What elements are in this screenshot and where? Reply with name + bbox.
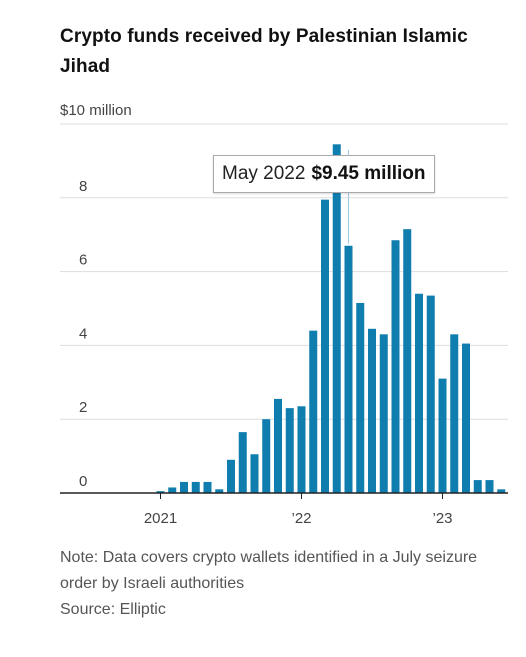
bar	[462, 343, 470, 493]
bar	[215, 489, 224, 493]
bar	[238, 432, 247, 493]
chart-title: Crypto funds received by Palestinian Isl…	[60, 26, 468, 77]
note-text: Note: Data covers crypto wallets identif…	[60, 549, 478, 592]
tooltip-date: May 2022	[222, 163, 306, 184]
source-text: Source: Elliptic	[60, 601, 166, 618]
y-axis-unit-label: $10 million	[60, 102, 132, 119]
bar	[379, 334, 388, 493]
bar	[309, 330, 318, 493]
bar	[262, 419, 271, 493]
bar	[450, 334, 459, 493]
x-tick-label: ’22	[291, 510, 311, 527]
bars	[156, 144, 506, 494]
y-tick-label: 4	[79, 325, 87, 342]
y-tick-label: 8	[79, 178, 87, 195]
y-tick-label: 6	[79, 252, 87, 269]
bar	[356, 302, 365, 493]
y-tick-label: 0	[79, 473, 87, 490]
bar	[274, 398, 282, 493]
bar	[426, 295, 435, 493]
x-axis-tick-labels: 2021 ’22 ’23	[144, 510, 453, 527]
x-tick-label: ’23	[432, 510, 452, 527]
y-axis-tick-labels: 0 2 4 6 8	[79, 178, 87, 490]
bar	[473, 480, 482, 493]
bar	[156, 491, 165, 493]
chart-footnote: Note: Data covers crypto wallets identif…	[60, 545, 510, 623]
bar	[227, 459, 235, 493]
bar	[180, 481, 188, 493]
bar	[403, 229, 412, 493]
bar	[285, 408, 294, 493]
bar	[438, 378, 447, 493]
gridlines	[60, 123, 508, 420]
bar	[203, 481, 212, 493]
bar	[391, 240, 400, 493]
bar	[368, 328, 376, 493]
highlighted-bar	[344, 245, 353, 493]
bar	[191, 481, 200, 493]
bar	[297, 406, 306, 493]
y-tick-label: 2	[79, 399, 87, 416]
bar-chart: 0 2 4 6 8 2021 ’22 ’23	[60, 123, 508, 527]
bar	[497, 489, 506, 493]
hover-tooltip: May 2022 $9.45 million	[213, 155, 435, 193]
bar	[415, 293, 423, 493]
bar	[168, 487, 177, 493]
tooltip-value: $9.45 million	[311, 163, 426, 184]
bar	[321, 199, 329, 493]
x-tick-label: 2021	[144, 510, 177, 527]
bar	[250, 454, 259, 493]
x-axis	[60, 492, 508, 499]
bar	[332, 144, 341, 494]
bar	[485, 480, 494, 493]
